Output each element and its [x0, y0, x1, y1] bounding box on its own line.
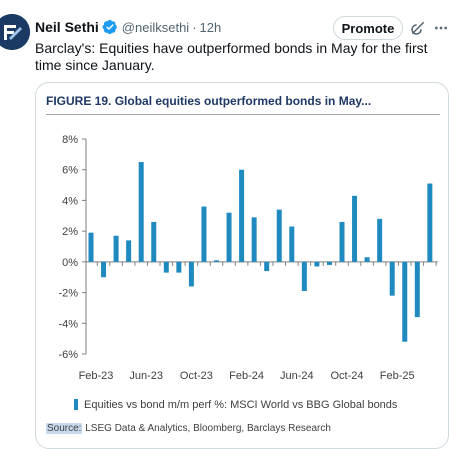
source-label: Source:	[46, 423, 83, 434]
bar-Apr-23	[113, 235, 119, 262]
x-axis: Feb-23 Jun-23 Oct-23 Feb-24 Jun-24 Oct-24 Feb-…	[79, 261, 438, 382]
bar-Jun-24	[289, 226, 295, 262]
legend: Equities vs bond m/m perf %: MSCI World …	[74, 399, 398, 411]
avatar-logo-icon	[0, 14, 30, 50]
x-tick-label: Feb-23	[79, 370, 114, 382]
avatar[interactable]	[0, 14, 30, 50]
tweet-header: Neil Sethi @neilksethi · 12h	[35, 17, 221, 37]
bar-May-24	[276, 209, 282, 262]
bar-May-25	[427, 183, 433, 262]
bar-Jul-23	[151, 221, 157, 262]
bar-Feb-23	[88, 232, 94, 262]
bar-Feb-24	[239, 169, 245, 262]
legend-label: Equities vs bond m/m perf %: MSCI World …	[84, 399, 398, 411]
bar-Apr-25	[414, 261, 420, 318]
x-tick-label: Oct-24	[330, 370, 363, 382]
y-axis: 8% 6% 4% 2% 0% -2% -4% -6%	[58, 134, 87, 361]
bar-Mar-23	[101, 261, 107, 278]
display-name[interactable]: Neil Sethi	[35, 19, 99, 35]
bar-Nov-24	[352, 195, 358, 262]
bar-Sep-23	[176, 261, 182, 273]
y-tick-label: 4%	[62, 195, 78, 207]
source-text: LSEG Data & Analytics, Bloomberg, Barcla…	[82, 423, 331, 434]
bar-Apr-24	[264, 261, 270, 272]
figure-source: Source: LSEG Data & Analytics, Bloomberg…	[46, 423, 331, 434]
x-tick-label: Oct-23	[180, 370, 213, 382]
promote-button[interactable]: Promote	[333, 16, 403, 40]
bar-Feb-25	[389, 261, 395, 296]
y-tick-label: -4%	[58, 318, 78, 330]
x-tick-label: Feb-25	[380, 370, 415, 382]
bar-chart: 8%6%4%2%0%-2%-4%-6% Feb-23 Jun-23 Oct-23 Fe…	[58, 134, 438, 411]
y-tick-label: 6%	[62, 165, 78, 177]
figure-title: FIGURE 19. Global equities outperformed …	[46, 94, 371, 108]
bar-Dec-23	[214, 260, 219, 262]
x-tick-label: Jun-23	[129, 370, 163, 382]
figure-title-text: Global equities outperformed bonds in Ma…	[114, 94, 372, 108]
tweet-text: Barclay's: Equities have outperformed bo…	[35, 40, 428, 73]
bars	[88, 162, 433, 342]
separator-dot: ·	[192, 19, 197, 35]
y-tick-label: -6%	[58, 349, 78, 361]
x-tick-label: Feb-24	[229, 370, 264, 382]
handle[interactable]: @neilksethi	[121, 19, 190, 35]
figure-number: FIGURE 19.	[46, 94, 112, 108]
bar-Sep-24	[326, 261, 332, 265]
grok-icon[interactable]	[409, 19, 427, 37]
bar-Oct-23	[188, 261, 194, 287]
timestamp[interactable]: 12h	[199, 19, 222, 35]
bar-Jan-25	[377, 218, 383, 262]
x-tick-label: Jun-24	[280, 370, 314, 382]
bar-Dec-24	[364, 257, 370, 262]
bar-Aug-24	[314, 261, 320, 267]
y-tick-label: 2%	[62, 226, 78, 238]
more-options-icon[interactable]	[433, 20, 449, 36]
y-tick-label: -2%	[58, 288, 78, 300]
legend-swatch	[74, 399, 78, 410]
bar-Nov-23	[201, 206, 207, 262]
bar-Aug-23	[163, 261, 169, 273]
bar-Mar-25	[402, 261, 408, 342]
y-tick-label: 0%	[62, 257, 78, 269]
bar-Mar-24	[251, 217, 257, 262]
y-tick-label: 8%	[62, 134, 78, 146]
bar-Jan-24	[226, 212, 232, 262]
bar-Oct-24	[339, 221, 345, 262]
bar-May-23	[126, 240, 132, 262]
figure-divider	[46, 114, 440, 115]
verified-badge-icon	[102, 19, 117, 35]
tweet-media-image[interactable]: FIGURE 19. Global equities outperformed …	[35, 82, 449, 449]
bar-Jun-23	[138, 162, 144, 262]
bar-Jul-24	[301, 261, 307, 292]
